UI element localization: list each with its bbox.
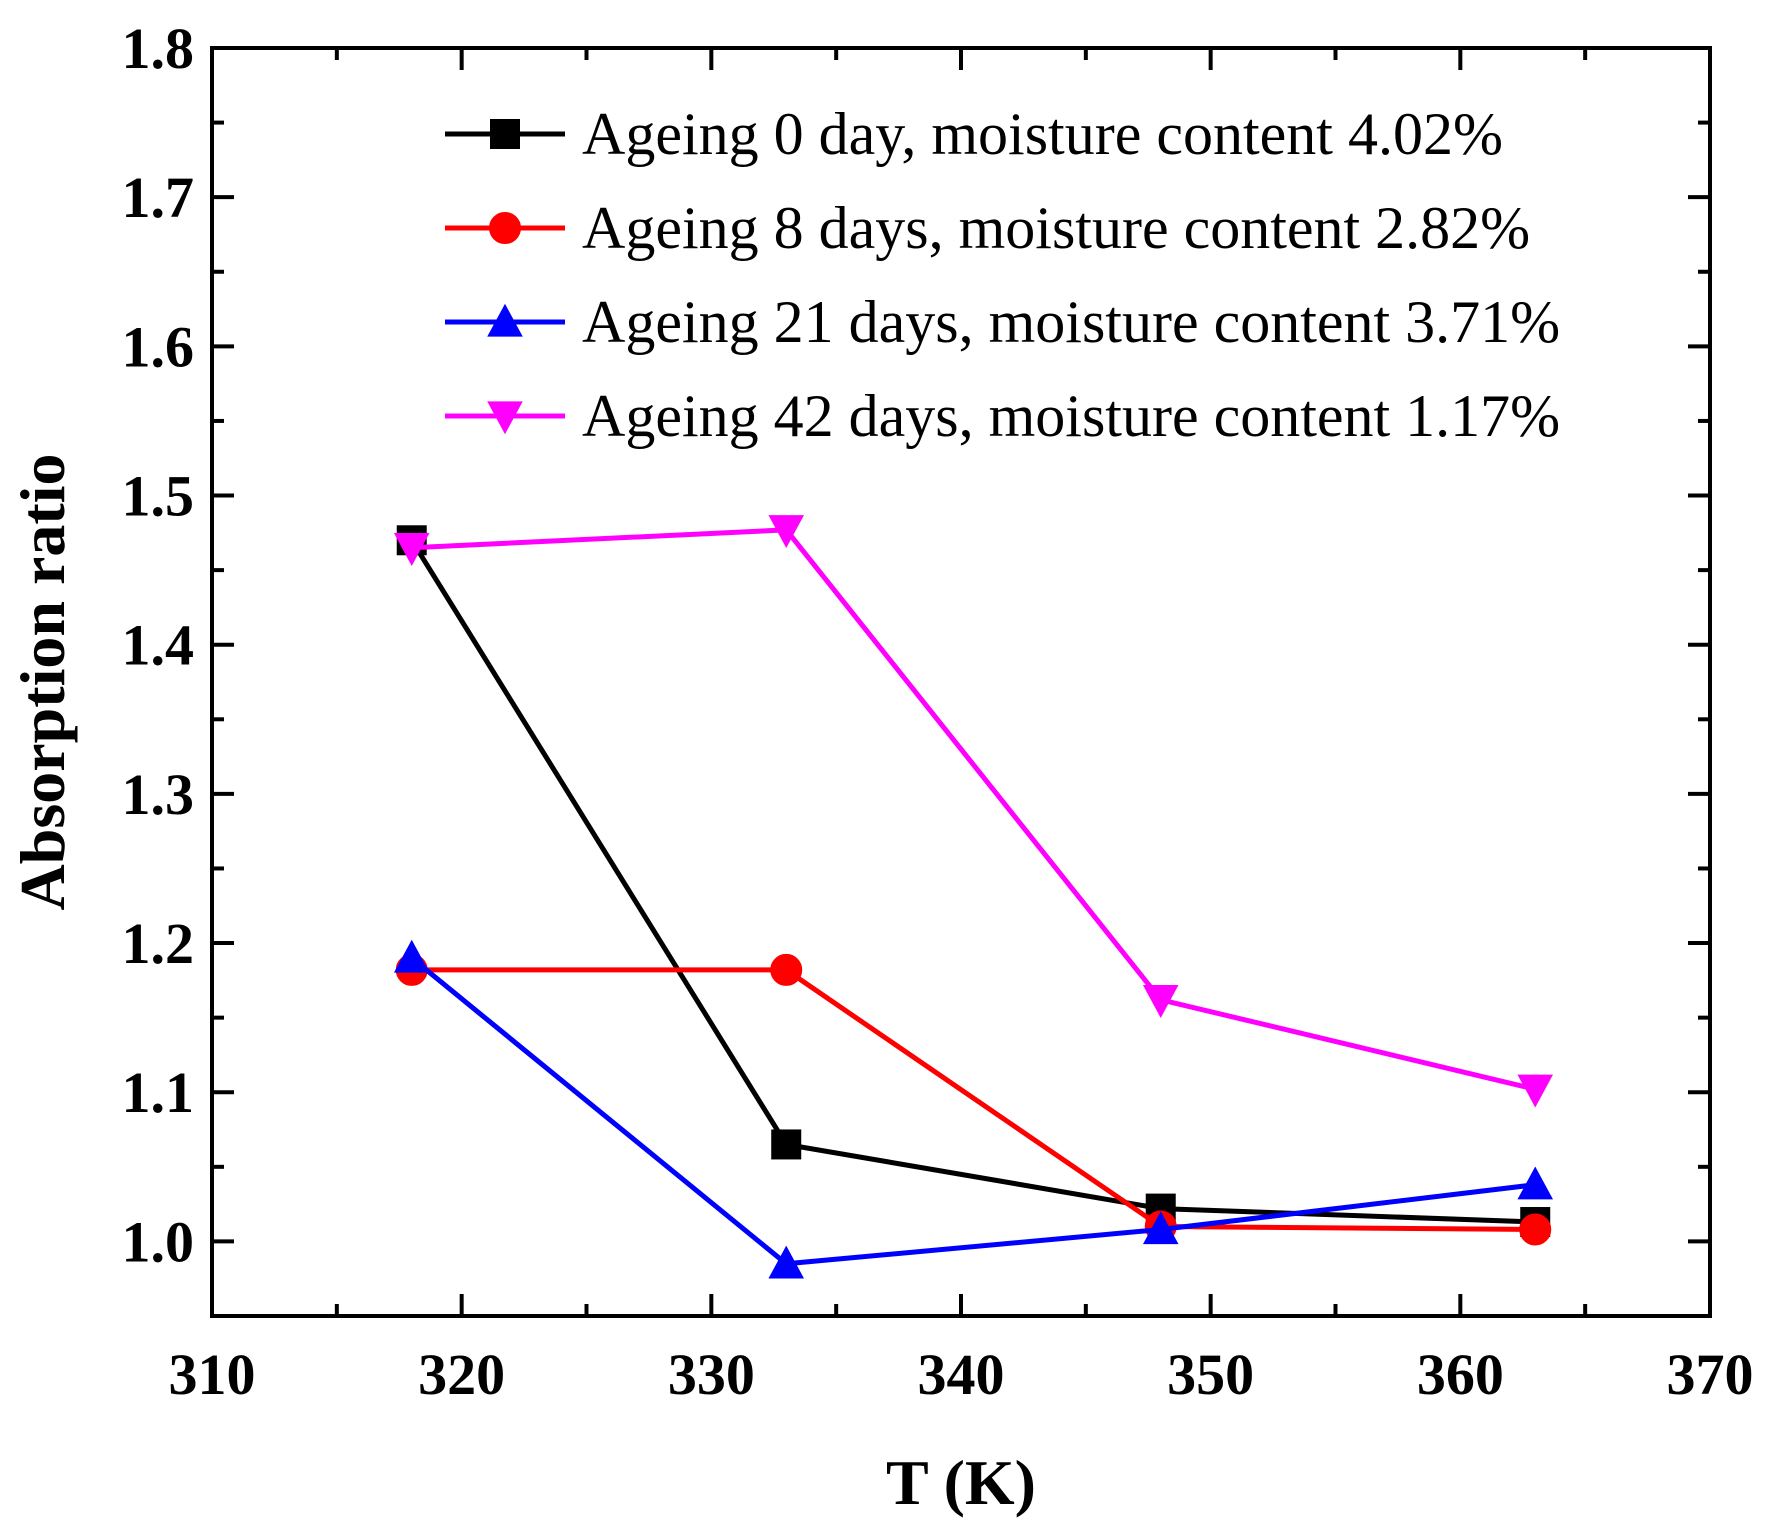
series-line [411, 527, 1536, 1092]
series-1 [396, 525, 1551, 1238]
legend-label: Ageing 8 days, moisture content 2.82% [582, 195, 1530, 261]
data-series [393, 515, 1554, 1279]
x-tick-label: 360 [1417, 1342, 1504, 1407]
series-2 [395, 953, 1552, 1246]
legend-label: Ageing 21 days, moisture content 3.71% [582, 289, 1560, 355]
x-tick-label: 310 [169, 1342, 256, 1407]
y-tick-label: 1.2 [122, 911, 195, 976]
data-point [1517, 1166, 1554, 1200]
axis-ticks: 310 320 330 340 350 360 370 1.0 1.1 1.2 1.3 1.4 1.5 1… [122, 16, 1754, 1407]
data-point [770, 953, 803, 986]
series-3 [393, 939, 1554, 1279]
data-point [393, 533, 430, 566]
legend-marker [487, 401, 523, 435]
legend-item: Ageing 8 days, moisture content 2.82% [445, 195, 1530, 261]
data-point [768, 515, 805, 549]
series-line [409, 538, 1536, 1225]
x-axis-title: T (K) [886, 1447, 1036, 1518]
data-point [1517, 1074, 1554, 1108]
legend-marker [490, 119, 520, 149]
legend-marker [489, 212, 521, 244]
data-point [393, 939, 430, 973]
data-point [771, 1129, 802, 1160]
y-tick-label: 1.7 [122, 165, 195, 230]
x-tick-label: 370 [1667, 1342, 1754, 1407]
y-tick-label: 1.3 [122, 762, 195, 827]
legend-item: Ageing 0 day, moisture content 4.02% [445, 101, 1503, 167]
legend-item: Ageing 42 days, moisture content 1.17% [445, 383, 1560, 449]
y-tick-label: 1.6 [122, 314, 195, 379]
x-tick-label: 350 [1167, 1342, 1254, 1407]
x-tick-label: 330 [668, 1342, 755, 1407]
data-point [1142, 1211, 1179, 1245]
y-tick-label: 1.4 [122, 613, 195, 678]
legend-label: Ageing 42 days, moisture content 1.17% [582, 383, 1560, 449]
legend-marker [487, 303, 523, 337]
y-tick-label: 1.1 [122, 1060, 195, 1125]
x-tick-label: 320 [418, 1342, 505, 1407]
y-axis-title: Absorption ratio [7, 454, 78, 911]
y-tick-label: 1.0 [122, 1209, 195, 1274]
legend: Ageing 0 day, moisture content 4.02% Agei… [445, 101, 1560, 449]
data-point [1519, 1213, 1552, 1246]
y-tick-label: 1.5 [122, 464, 195, 529]
data-point [768, 1245, 805, 1279]
series-line [410, 956, 1536, 1267]
x-tick-label: 340 [918, 1342, 1005, 1407]
series-line [411, 967, 1536, 1232]
legend-label: Ageing 0 day, moisture content 4.02% [582, 101, 1503, 167]
series-4 [393, 515, 1554, 1108]
y-tick-label: 1.8 [122, 16, 195, 81]
legend-item: Ageing 21 days, moisture content 3.71% [445, 289, 1560, 355]
data-point [1142, 985, 1179, 1018]
